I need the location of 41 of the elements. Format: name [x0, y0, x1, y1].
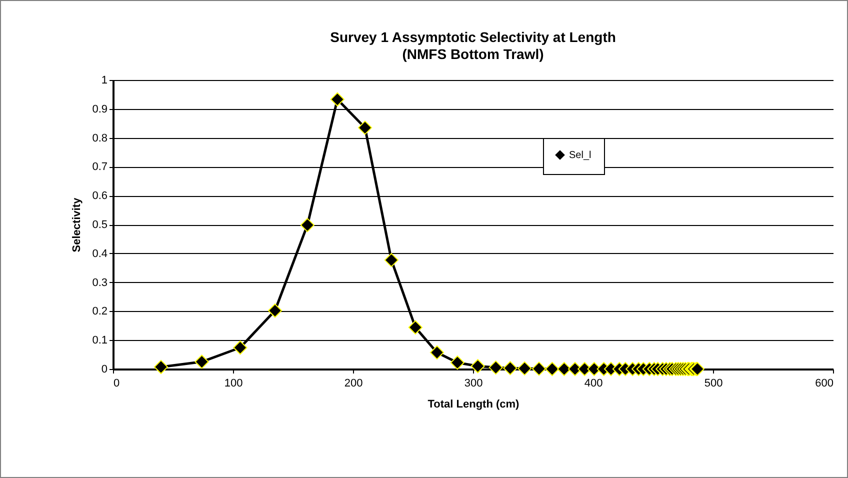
point	[384, 253, 398, 268]
x-tick-label: 500	[704, 378, 723, 390]
point	[233, 340, 248, 355]
x-tick-label: 200	[344, 378, 363, 390]
y-tick-label: 0.4	[92, 248, 108, 260]
point	[358, 120, 372, 135]
point	[430, 346, 444, 360]
point	[503, 361, 518, 376]
point	[300, 218, 314, 232]
y-tick-label: 0.5	[92, 219, 108, 231]
y-tick-label: 1	[101, 74, 108, 86]
text: Survey 1 Assymptotic Selectivity at Length	[330, 29, 616, 45]
x-tick-label: 300	[464, 378, 483, 390]
text: (NMFS Bottom Trawl)	[402, 46, 544, 62]
point	[470, 359, 485, 374]
x-tick-label: 400	[584, 378, 603, 390]
x-tick-label: 100	[224, 378, 243, 390]
y-tick-label: 0.1	[92, 334, 108, 347]
x-axis-title: Total Length (cm)	[428, 398, 520, 410]
y-tick-label: 0.8	[92, 132, 108, 144]
point	[154, 360, 168, 374]
point	[488, 360, 503, 375]
x-tick-label: 600	[815, 378, 834, 390]
y-tick-label: 0.9	[92, 103, 108, 116]
point	[194, 354, 209, 369]
point	[450, 356, 464, 370]
y-tick-label: 0.2	[92, 306, 108, 318]
point	[408, 320, 422, 334]
point	[545, 362, 560, 376]
point	[518, 361, 532, 376]
point	[557, 362, 572, 376]
point	[268, 304, 282, 318]
x-tick-label: 0	[114, 378, 120, 390]
point	[532, 362, 546, 376]
y-tick-label: 0.3	[92, 276, 108, 289]
y-tick-label: 0	[101, 364, 108, 376]
y-tick-label: 0.7	[92, 161, 108, 174]
legend-label: Sel_l	[569, 150, 592, 161]
y-tick-label: 0.6	[92, 190, 108, 202]
y-axis-title: Selectivity	[71, 196, 84, 252]
point	[330, 92, 344, 106]
